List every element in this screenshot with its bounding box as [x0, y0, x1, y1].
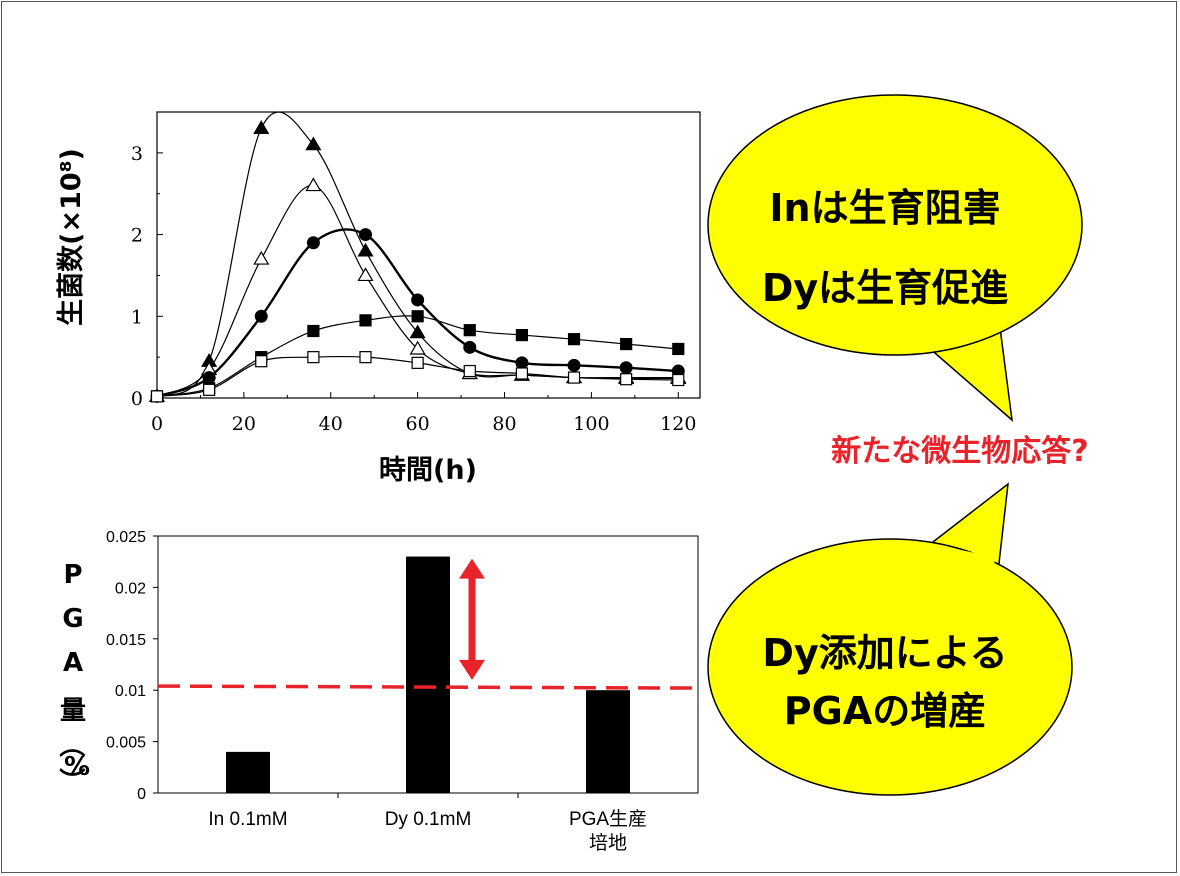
series-3-point	[515, 356, 529, 370]
reference-dashed-line	[157, 684, 701, 690]
series-line-3	[156, 228, 679, 398]
x-tick-label: 120	[660, 413, 696, 435]
series-5-point	[359, 351, 372, 364]
pga-ylabel-char: 量	[59, 696, 86, 726]
x-tick-label: 40	[319, 413, 343, 435]
series-3-point	[619, 361, 633, 375]
series-2-point	[305, 177, 322, 192]
pga-ylabel-char: %	[63, 752, 91, 782]
series-3-point	[202, 371, 216, 385]
series-3-point	[567, 358, 581, 372]
series-3-point	[306, 236, 320, 250]
series-2-point	[409, 340, 426, 355]
bar-category-label: PGA生産	[569, 808, 647, 830]
bar-y-tick-label: 0.025	[106, 529, 146, 546]
bar-3	[586, 690, 630, 793]
series-5-point	[203, 383, 216, 396]
series-5-point	[672, 373, 685, 387]
series-3-point	[463, 340, 477, 354]
plot-area	[156, 111, 701, 399]
series-5-point	[463, 364, 476, 378]
series-5-point	[307, 351, 320, 364]
series-5-point	[515, 367, 528, 380]
series-5-point	[567, 371, 581, 384]
bar-category-label: In 0.1mM	[208, 809, 287, 830]
series-5-point	[255, 355, 268, 368]
bar-y-tick-label: 0.005	[106, 735, 146, 752]
increase-arrow-head-down	[459, 659, 485, 680]
series-4-point	[411, 310, 424, 323]
series-1-point	[409, 324, 426, 339]
series-3-point	[254, 309, 268, 323]
x-tick-label: 80	[492, 413, 516, 435]
bar-y-tick-label: 0	[137, 786, 146, 803]
series-2-point	[253, 250, 270, 265]
bar-1	[226, 751, 270, 793]
top-bubble	[707, 94, 1083, 356]
bottom-bubble-text: Dy添加による PGAの増産	[720, 624, 1050, 740]
series-3-point	[411, 293, 425, 307]
series-4-point	[463, 324, 476, 337]
bar-category-label: 培地	[589, 832, 627, 854]
series-4-point	[307, 324, 320, 338]
series-1-point	[305, 136, 322, 151]
series-4-point	[359, 314, 372, 327]
bar-category-label: Dy 0.1mM	[385, 809, 472, 830]
x-axis-label: 時間(h)	[379, 455, 477, 486]
middle-question-label: 新たな微生物応答?	[831, 434, 1089, 469]
x-tick-label: 100	[573, 413, 609, 435]
middle-question-text: 新たな微生物応答?	[760, 432, 1160, 472]
bar-y-tick-label: 0.02	[115, 580, 146, 597]
x-tick-label: 60	[406, 413, 430, 435]
x-tick-label: 20	[232, 413, 256, 435]
pga-ylabel-char: P	[63, 560, 83, 590]
pga-ylabel-char: G	[62, 604, 84, 634]
series-1-point	[357, 242, 374, 257]
series-5-point	[411, 356, 424, 369]
y-tick-label: 2	[131, 225, 143, 247]
series-4-point	[567, 333, 581, 346]
y-tick-label: 1	[131, 306, 143, 328]
y-axis-label: 生菌数(×10⁸)	[56, 148, 87, 326]
top-bubble-line2: Dyは生育促進	[761, 266, 1009, 310]
bar-y-tick-label: 0.01	[115, 683, 146, 700]
series-4-point	[672, 342, 685, 356]
bottom-bubble-line2: PGAの増産	[783, 689, 987, 733]
bottom-bubble	[707, 538, 1073, 796]
series-1-point	[253, 120, 270, 134]
top-bubble-text: Inは生育阻害 Dyは生育促進	[720, 168, 1050, 328]
pga-ylabel-char: A	[62, 648, 84, 678]
bottom-bubble-join	[934, 545, 996, 563]
top-bubble-join	[929, 315, 1001, 333]
bar-y-tick-label: 0.015	[106, 632, 146, 649]
series-4-point	[515, 328, 528, 342]
y-tick-label: 3	[131, 143, 143, 165]
top-bubble-line1: Inは生育阻害	[769, 186, 1001, 230]
series-2-point	[357, 267, 374, 282]
x-tick-label: 0	[151, 413, 163, 435]
series-3-point	[359, 228, 373, 242]
series-5-point	[620, 373, 633, 386]
bar-2	[406, 556, 450, 793]
y-tick-label: 0	[131, 388, 143, 410]
bottom-bubble-line1: Dy添加による	[762, 631, 1008, 675]
increase-arrow-head-up	[459, 558, 485, 579]
series-4-point	[620, 337, 633, 351]
series-5-point	[150, 390, 164, 403]
